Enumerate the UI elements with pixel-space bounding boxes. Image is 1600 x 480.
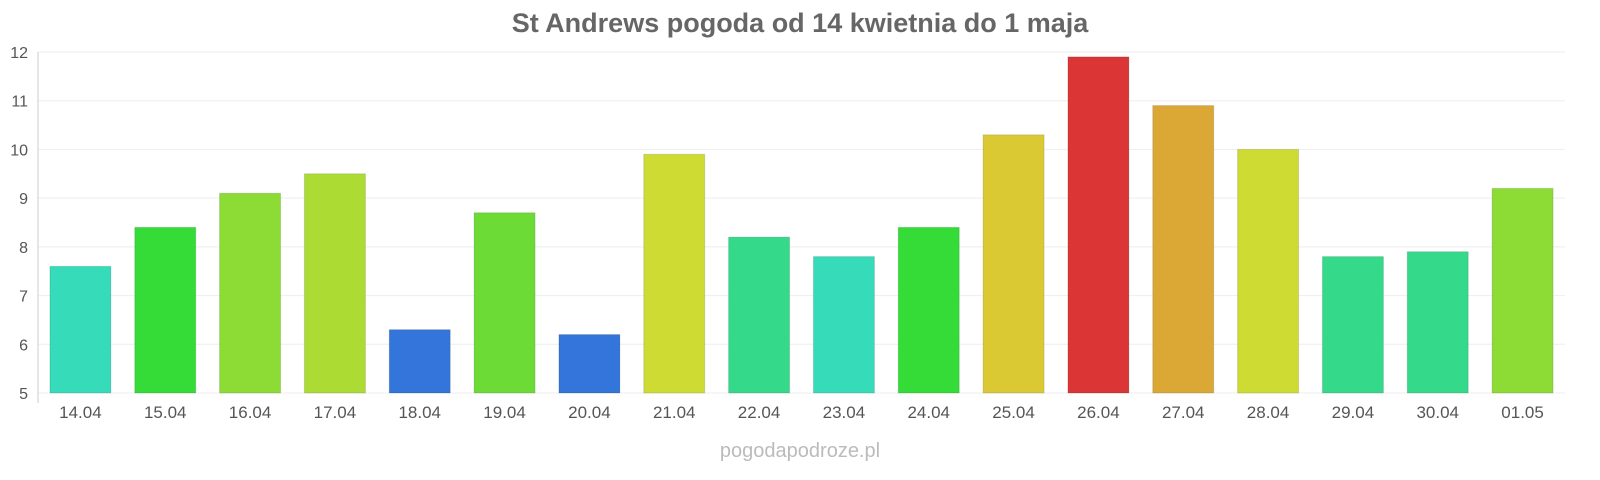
x-tick-label: 26.04	[1077, 403, 1120, 422]
bar-29.04	[1321, 256, 1384, 394]
bar-15.04	[134, 226, 197, 394]
y-tick-label: 10	[10, 142, 28, 159]
x-tick-label: 30.04	[1416, 403, 1459, 422]
chart-title: St Andrews pogoda od 14 kwietnia do 1 ma…	[511, 8, 1089, 38]
x-tick-label: 18.04	[398, 403, 441, 422]
x-tick-label: 17.04	[314, 403, 357, 422]
y-tick-label: 8	[19, 240, 28, 257]
bar-21.04	[643, 153, 706, 394]
bar-27.04	[1152, 105, 1215, 394]
bar-24.04	[897, 226, 960, 394]
bar-26.04	[1067, 56, 1130, 394]
x-tick-label: 22.04	[738, 403, 781, 422]
x-tick-label: 24.04	[907, 403, 950, 422]
x-tick-label: 23.04	[823, 403, 866, 422]
bar-18.04	[388, 329, 451, 394]
bar-23.04	[812, 256, 875, 394]
x-tick-label: 27.04	[1162, 403, 1205, 422]
x-tick-label: 25.04	[992, 403, 1035, 422]
bar-20.04	[558, 334, 621, 394]
x-tick-label: 28.04	[1247, 403, 1290, 422]
y-tick-label: 9	[19, 191, 28, 208]
bar-01.05	[1491, 187, 1554, 394]
x-tick-label: 29.04	[1332, 403, 1375, 422]
bar-14.04	[49, 265, 112, 394]
bar-17.04	[303, 173, 366, 394]
bar-22.04	[728, 236, 791, 394]
x-tick-label: 15.04	[144, 403, 187, 422]
y-tick-label: 7	[19, 289, 28, 306]
bar-19.04	[473, 212, 536, 394]
x-tick-label: 21.04	[653, 403, 696, 422]
x-tick-label: 14.04	[59, 403, 102, 422]
y-tick-label: 6	[19, 337, 28, 354]
bar-25.04	[982, 134, 1045, 394]
x-tick-label: 19.04	[483, 403, 526, 422]
watermark-credit: pogodapodroze.pl	[719, 440, 881, 462]
bar-28.04	[1237, 148, 1300, 394]
y-tick-label: 11	[11, 94, 28, 111]
x-tick-label: 16.04	[229, 403, 272, 422]
bar-16.04	[219, 192, 282, 394]
y-tick-label: 12	[10, 45, 28, 62]
x-tick-label: 01.05	[1501, 403, 1544, 422]
y-tick-label: 5	[19, 386, 28, 403]
x-tick-label: 20.04	[568, 403, 611, 422]
bar-30.04	[1406, 251, 1469, 394]
